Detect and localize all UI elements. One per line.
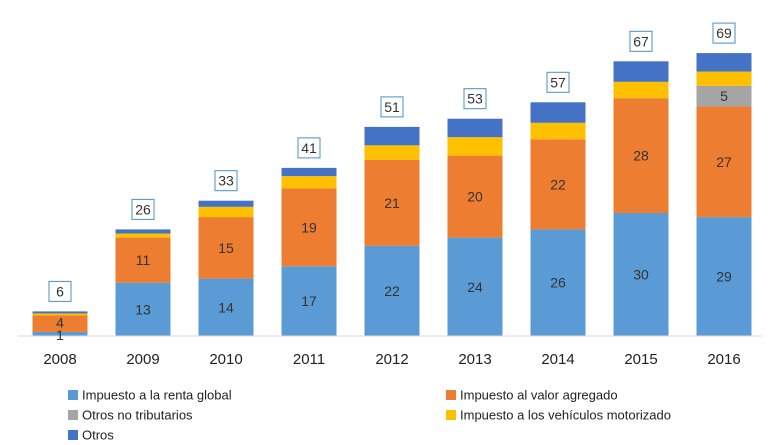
total-label-box [546,71,570,93]
bar-segment-2014-s4 [530,102,586,123]
bar-segment-2014-s0 [530,229,586,336]
legend-swatch [446,390,456,400]
bar-segment-2016-s0 [696,217,752,336]
bar-segment-2013-s3 [447,137,503,156]
total-label-box [214,170,238,192]
x-tick-label: 2015 [624,351,657,368]
total-value-label: 6 [56,283,64,299]
legend-label: Otros [82,428,114,443]
legend-swatch [68,430,78,440]
bar-segment-2012-s4 [364,126,420,146]
segment-value-label: 30 [633,267,649,283]
bar-segment-2009-s0 [115,282,171,336]
bar-segment-2011-s4 [281,167,337,177]
bar-segment-2011-s3 [281,176,337,189]
bars-layer [32,53,752,336]
segment-value-label: 11 [136,252,151,268]
segment-value-label: 27 [716,154,732,170]
legend-swatch [68,410,78,420]
legend: Impuesto a la renta global Impuesto al va… [68,388,671,443]
bar-segment-2012-s0 [364,245,420,336]
segment-value-label: 22 [384,283,400,299]
segment-value-label: 5 [720,88,728,104]
x-tick-label: 2014 [541,351,574,368]
total-value-label: 69 [716,25,732,41]
segment-value-label: 20 [467,189,483,205]
bar-segment-2010-s1 [198,217,254,279]
segment-value-label: 4 [56,315,64,331]
x-tick-label: 2008 [43,351,76,368]
segment-value-label: 21 [384,195,400,211]
total-value-label: 57 [550,74,566,90]
bar-segment-2015-s1 [613,98,669,213]
total-value-label: 41 [301,140,317,156]
bar-segment-2012-s1 [364,159,420,246]
total-label-box [48,280,72,302]
total-value-label: 53 [467,91,483,107]
total-label-box [463,88,487,110]
bar-segment-2010-s0 [198,278,254,336]
bar-segment-2008-s3 [32,313,88,316]
x-tick-label: 2013 [458,351,491,368]
total-label-box [380,96,404,118]
bar-segment-2008-s0 [32,331,88,336]
bar-segment-2016-s3 [696,71,752,86]
total-label-box [131,198,155,220]
bar-segment-2008-s1 [32,315,88,332]
bar-segment-2009-s3 [115,233,171,238]
legend-label: Impuesto al valor agregado [460,388,618,403]
segment-value-label: 26 [550,275,566,291]
total-value-label: 51 [384,99,400,115]
x-tick-label: 2011 [293,351,325,368]
bar-segment-2013-s0 [447,237,503,336]
segment-value-label: 15 [218,240,234,256]
segment-value-label: 22 [550,176,566,192]
segment-value-label: 24 [467,279,483,295]
segment-value-label: 13 [135,301,151,317]
total-value-label: 26 [135,201,151,217]
bar-segment-2010-s3 [198,206,254,218]
x-tick-label: 2016 [707,351,740,368]
x-tick-label: 2012 [375,351,408,368]
bar-segment-2016-s1 [696,106,752,218]
x-tick-label: 2009 [126,351,159,368]
bar-segment-2015-s0 [613,213,669,336]
x-tick-label: 2010 [209,351,242,368]
bar-segment-2016-s2 [696,85,752,107]
bar-segment-2014-s3 [530,122,586,140]
bar-segment-2015-s4 [613,61,669,82]
legend-label: Impuesto a los vehículos motorizado [460,408,671,423]
bar-segment-2011-s1 [281,188,337,267]
legend-swatch [446,410,456,420]
labels-layer: 14 6 13 11 26 14 15 33 17 19 41 22 21 51 24 20 53 26 22 57 3… [48,22,736,343]
segment-value-label: 17 [301,293,317,309]
bar-segment-2013-s4 [447,118,503,138]
total-value-label: 67 [633,33,649,49]
bar-segment-2009-s1 [115,237,171,283]
segment-value-label: 28 [633,148,649,164]
segment-value-label: 19 [301,219,317,235]
total-label-box [712,22,736,44]
segment-value-label: 29 [716,269,732,285]
bar-segment-2013-s1 [447,155,503,238]
segment-value-label: 14 [218,299,234,315]
segment-value-label: 1 [56,327,64,343]
bar-segment-2014-s1 [530,139,586,230]
legend-label: Otros no tributarios [82,408,193,423]
bar-segment-2009-s4 [115,229,171,234]
total-value-label: 33 [218,173,234,189]
legend-label: Impuesto a la renta global [82,388,232,403]
total-label-box [297,137,321,159]
x-tick-labels: 2008 2009 2010 2011 2012 2013 2014 2015 2016 [43,351,740,368]
bar-segment-2010-s4 [198,200,254,207]
total-label-box [629,30,653,52]
bar-segment-2015-s3 [613,81,669,99]
bar-segment-2008-s4 [32,311,88,314]
bar-segment-2012-s3 [364,145,420,160]
legend-swatch [68,390,78,400]
bar-segment-2011-s0 [281,266,337,336]
bar-segment-2016-s4 [696,53,752,72]
